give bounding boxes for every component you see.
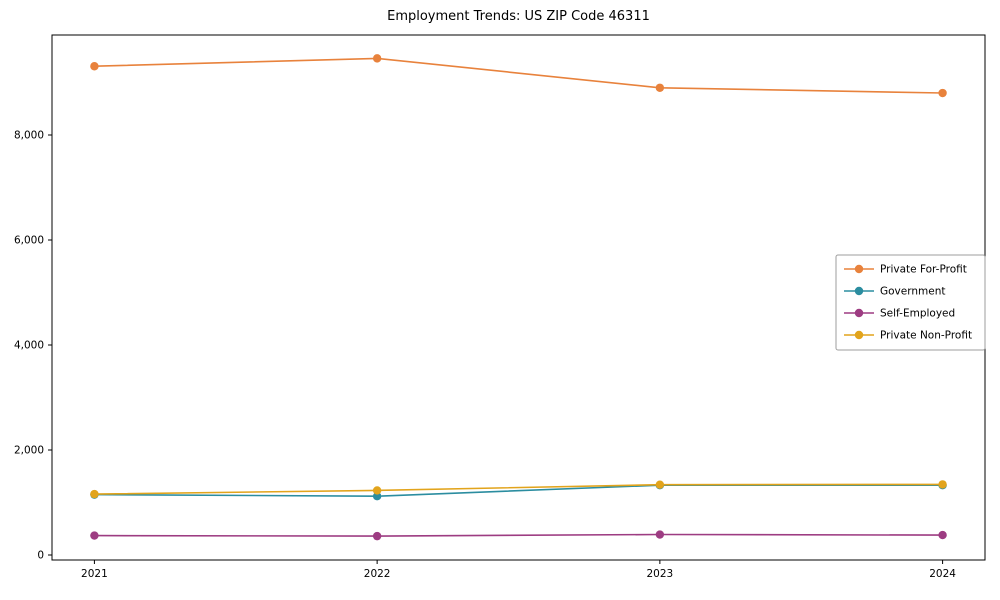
x-tick-label: 2024	[929, 568, 956, 580]
y-tick-label: 8,000	[14, 130, 44, 142]
series-marker-private-non-profit	[90, 489, 99, 499]
legend-marker-self-employed	[854, 308, 864, 318]
y-axis: 0 2,000 4,000 6,000 8,000	[14, 130, 52, 562]
series-marker-private-for-profit	[372, 54, 382, 63]
series-line-private-non-profit	[93, 483, 944, 495]
y-tick-label: 4,000	[14, 340, 44, 352]
legend-label-private-for-profit: Private For-Profit	[880, 264, 967, 276]
series-marker-self-employed	[655, 530, 665, 539]
series-marker-private-non-profit	[655, 480, 665, 489]
series-marker-private-for-profit	[655, 83, 665, 92]
legend-marker-private-non-profit	[854, 330, 864, 340]
legend-label-government: Government	[880, 286, 945, 298]
series-marker-private-non-profit	[372, 486, 382, 495]
legend-marker-private-for-profit	[854, 264, 864, 274]
legend-label-private-non-profit: Private Non-Profit	[880, 330, 972, 342]
x-tick-label: 2022	[364, 568, 391, 580]
series-line-private-for-profit	[93, 57, 944, 94]
series-marker-self-employed	[372, 531, 382, 541]
series-marker-private-for-profit	[938, 88, 947, 98]
legend-marker-government	[854, 286, 864, 296]
legend-label-self-employed: Self-Employed	[880, 308, 955, 320]
series-marker-private-for-profit	[90, 62, 99, 71]
series-private-non-profit	[90, 480, 947, 499]
y-tick-label: 0	[37, 550, 44, 562]
x-axis: 2021 2022 2023 2024	[81, 560, 956, 580]
series-line-self-employed	[93, 533, 944, 537]
series-self-employed	[90, 530, 947, 541]
series-marker-self-employed	[90, 531, 99, 540]
y-tick-label: 2,000	[14, 445, 44, 457]
x-tick-label: 2021	[81, 568, 108, 580]
series-marker-self-employed	[938, 530, 947, 540]
series-marker-private-non-profit	[938, 480, 947, 489]
chart-title: Employment Trends: US ZIP Code 46311	[387, 9, 650, 24]
series-marker-government	[372, 492, 382, 501]
y-tick-label: 6,000	[14, 235, 44, 247]
legend-box	[835, 254, 986, 351]
legend: Private For-Profit Government Self-Employe…	[835, 254, 986, 351]
series-private-for-profit	[90, 54, 947, 98]
x-tick-label: 2023	[646, 568, 673, 580]
